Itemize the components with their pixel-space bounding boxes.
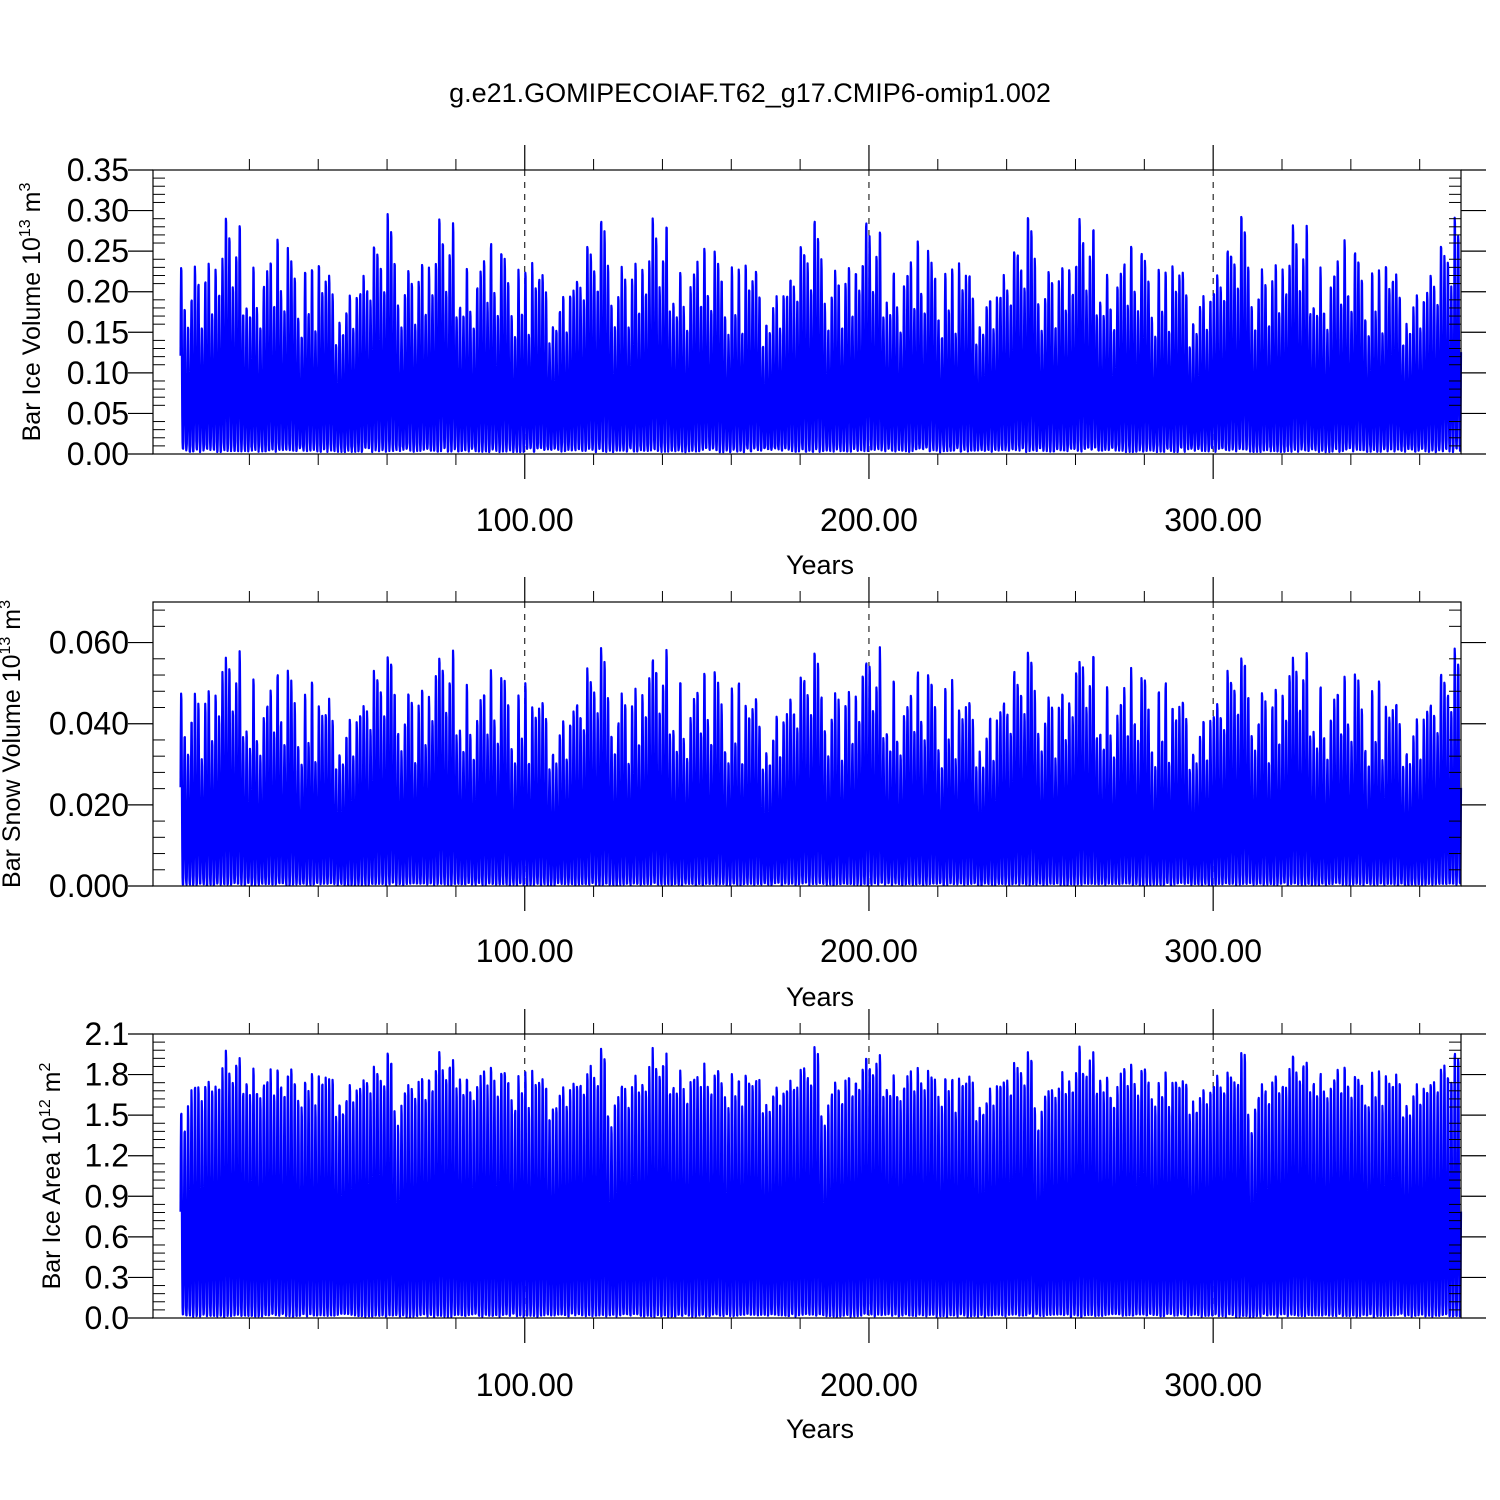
y-tick-label: 1.8 [85, 1057, 129, 1093]
y-tick-label: 0.060 [49, 625, 129, 661]
plot-frame [152, 1033, 1462, 1319]
plot-frame [152, 169, 1462, 455]
data-series-line [179, 213, 1463, 454]
panel-2: 100.00 200.00 300.00 0.000 0.020 0.040 0.060 Ye… [0, 577, 1486, 1012]
panel-1: 100.00 200.00 300.00 0.00 0.05 0.10 0.15 0.20 0.… [17, 145, 1486, 580]
y-tick-label: 0.00 [67, 436, 129, 472]
x-tick-label: 200.00 [820, 502, 918, 538]
y-tick-label: 2.1 [85, 1016, 129, 1052]
y-tick-label: 0.3 [85, 1259, 129, 1295]
y-tick-label: 0.30 [67, 193, 129, 229]
x-tick-label: 200.00 [820, 1367, 918, 1403]
data-series-line [179, 1045, 1463, 1318]
y-axis-label: Bar Ice Area 1012 m2 [37, 1063, 66, 1290]
y-tick-label: 0.020 [49, 787, 129, 823]
x-tick-label: 300.00 [1164, 933, 1262, 969]
y-tick-label: 0.0 [85, 1300, 129, 1336]
x-tick-label: 100.00 [476, 1367, 574, 1403]
y-tick-label: 0.05 [67, 395, 129, 431]
y-axis-label: Bar Snow Volume 1013 m3 [0, 600, 26, 888]
x-tick-label: 300.00 [1164, 1367, 1262, 1403]
x-axis-label: Years [786, 982, 854, 1012]
y-tick-label: 0.15 [67, 314, 129, 350]
y-tick-label: 1.5 [85, 1097, 129, 1133]
x-tick-label: 300.00 [1164, 502, 1262, 538]
chart-title: g.e21.GOMIPECOIAF.T62_g17.CMIP6-omip1.00… [449, 78, 1051, 108]
y-axis-label: Bar Ice Volume 1013 m3 [17, 183, 46, 442]
y-tick-label: 0.35 [67, 152, 129, 188]
x-axis-label: Years [786, 1414, 854, 1444]
panel-3: 100.00 200.00 300.00 0.0 0.3 0.6 0.9 1.2 1.5 1.8 2… [37, 1009, 1486, 1444]
y-tick-label: 0.10 [67, 355, 129, 391]
x-tick-label: 200.00 [820, 933, 918, 969]
y-tick-label: 0.20 [67, 274, 129, 310]
x-tick-label: 100.00 [476, 502, 574, 538]
y-tick-label: 0.25 [67, 233, 129, 269]
y-tick-label: 0.000 [49, 868, 129, 904]
plot-frame [152, 601, 1462, 887]
data-series-line [179, 646, 1463, 887]
x-axis-label: Years [786, 550, 854, 580]
y-tick-label: 0.9 [85, 1178, 129, 1214]
y-tick-label: 0.040 [49, 706, 129, 742]
y-tick-label: 0.6 [85, 1219, 129, 1255]
y-tick-label: 1.2 [85, 1138, 129, 1174]
x-tick-label: 100.00 [476, 933, 574, 969]
